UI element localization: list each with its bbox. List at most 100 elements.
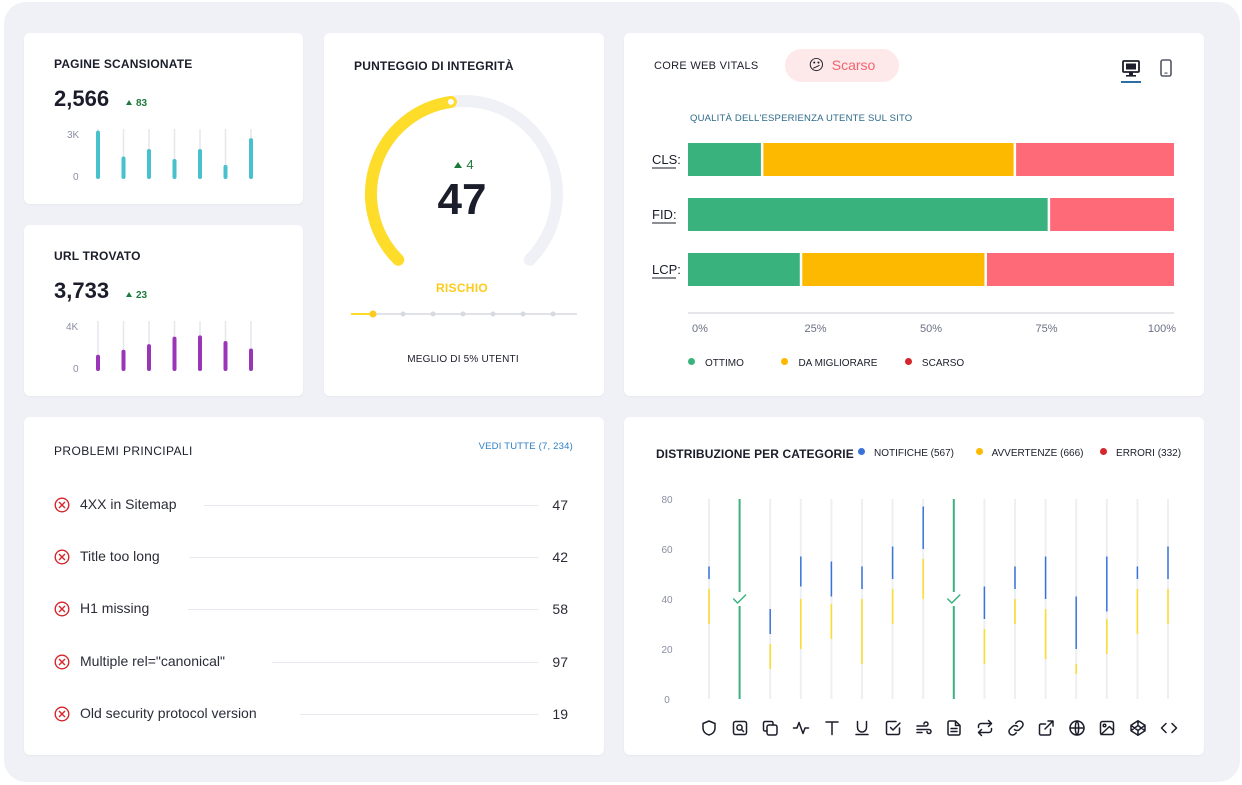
view-all-link[interactable]: VEDI TUTTE (7, 234) [478,441,573,452]
distribution-chart: 80 60 40 20 0 [661,495,1169,706]
bar [121,349,126,371]
core-web-vitals-card: CORE WEB VITALS 😕 Scarso QUALITÀ DELL'ES… [624,33,1204,396]
search-page-icon[interactable] [731,719,749,737]
problem-row[interactable]: Multiple rel="canonical" 97 [54,649,574,675]
cwv-segment [1050,198,1174,231]
document-icon[interactable] [945,719,963,737]
link-icon[interactable] [1007,719,1025,737]
cwv-segment [688,253,800,286]
trend-up-icon [125,292,132,297]
bar [249,138,253,179]
copy-icon[interactable] [761,719,779,737]
y-tick-label: 80 [661,495,673,506]
step-dot [550,311,556,317]
problem-count: 58 [552,601,568,617]
trend-up-icon [454,162,463,168]
pages-scanned-chart [96,129,253,179]
x-tick-label: 25% [804,323,826,335]
globe-icon[interactable] [1068,719,1086,737]
problem-count: 42 [552,549,568,565]
confused-face-icon: 😕 [808,57,825,74]
integrity-gauge [365,95,563,266]
underline-icon[interactable] [853,719,871,737]
legend-dot [781,358,789,365]
problem-row[interactable]: Title too long 42 [54,544,574,570]
bar [198,149,202,179]
url-found-stats: 3,733 23 [54,278,147,304]
x-tick-label: 50% [920,323,942,335]
integrity-level: RISCHIO [435,281,489,295]
checkbox-icon[interactable] [884,719,902,737]
wind-icon[interactable] [915,719,933,737]
problem-row[interactable]: 4XX in Sitemap 47 [54,492,574,518]
text-icon[interactable] [823,719,841,737]
legend-dot [858,448,865,455]
shield-icon[interactable] [700,719,718,737]
bar [96,354,100,371]
problem-row[interactable]: H1 missing 58 [54,596,574,622]
codepen-icon[interactable] [1129,719,1147,737]
image-icon[interactable] [1098,719,1116,737]
error-circle-icon [54,654,70,670]
legend-item-poor: SCARSO [904,358,965,369]
problem-divider [300,714,538,715]
y-tick-label: 20 [661,645,673,656]
step-dot-active [369,310,377,318]
integrity-title: PUNTEGGIO DI INTEGRITÀ [354,59,514,73]
error-circle-icon [54,497,70,513]
y-axis-max-label: 3K [67,130,80,141]
check-icon [947,594,961,604]
legend-label: DA MIGLIORARE [798,358,878,369]
error-circle-icon [54,706,70,722]
repeat-icon[interactable] [976,719,994,737]
error-circle-icon [54,549,70,565]
external-link-icon[interactable] [1037,719,1055,737]
cwv-legend: OTTIMO DA MIGLIORARE SCARSO [688,358,964,369]
integrity-card: PUNTEGGIO DI INTEGRITÀ 4 47 RISCHIO MEGL… [324,33,604,396]
problem-divider [204,505,538,506]
legend-dot [975,448,983,455]
bar [249,348,253,371]
bar [223,341,228,371]
problem-label: H1 missing [80,600,150,616]
cwv-status-badge: 😕 Scarso [785,49,899,82]
legend-item-notifications: NOTIFICHE (567) [858,448,954,459]
legend-label: SCARSO [921,358,965,369]
problem-row[interactable]: Old security protocol version 19 [54,701,574,727]
pages-scanned-value: 2,566 [54,86,110,111]
y-tick-label: 40 [661,595,673,606]
problem-label: Title too long [80,548,160,564]
step-dot [490,311,496,317]
cwv-chart: CLS: FID: LCP: 0% 25% 50% 75% 100% [652,143,1176,335]
problems-title: PROBLEMI PRINCIPALI [54,444,193,458]
y-tick-label: 60 [661,545,673,556]
y-axis-min-label: 0 [73,172,79,183]
legend-item-warnings: AVVERTENZE (666) [975,448,1084,459]
legend-label: ERRORI (332) [1116,448,1182,459]
check-icon [732,594,747,604]
legend-dot [904,358,912,365]
distribution-title: DISTRIBUZIONE PER CATEGORIE [656,447,854,461]
legend-item-needs-improvement: DA MIGLIORARE [781,358,877,369]
check-bg [731,592,748,606]
problem-count: 97 [552,654,568,670]
cwv-segment [688,143,761,176]
url-found-value: 3,733 [54,278,110,303]
problems-card: PROBLEMI PRINCIPALI VEDI TUTTE (7, 234) … [24,417,604,755]
cwv-segment [763,143,1014,176]
bar [121,156,126,179]
legend-label: AVVERTENZE (666) [991,448,1084,459]
pages-scanned-stats: 2,566 83 [54,86,147,112]
code-icon[interactable] [1160,719,1178,737]
x-tick-label: 75% [1035,323,1057,335]
pages-scanned-card: PAGINE SCANSIONATE 2,566 83 3K 0 [24,33,303,204]
distribution-card: DISTRIBUZIONE PER CATEGORIE NOTIFICHE (5… [624,417,1204,755]
mobile-icon[interactable] [1160,59,1172,77]
bar [96,130,100,179]
bar [147,149,151,179]
desktop-icon[interactable] [1121,59,1141,83]
legend-dot [1100,448,1108,455]
pulse-icon[interactable] [792,719,810,737]
pages-scanned-delta: 83 [135,98,148,109]
problem-label: 4XX in Sitemap [80,496,177,512]
